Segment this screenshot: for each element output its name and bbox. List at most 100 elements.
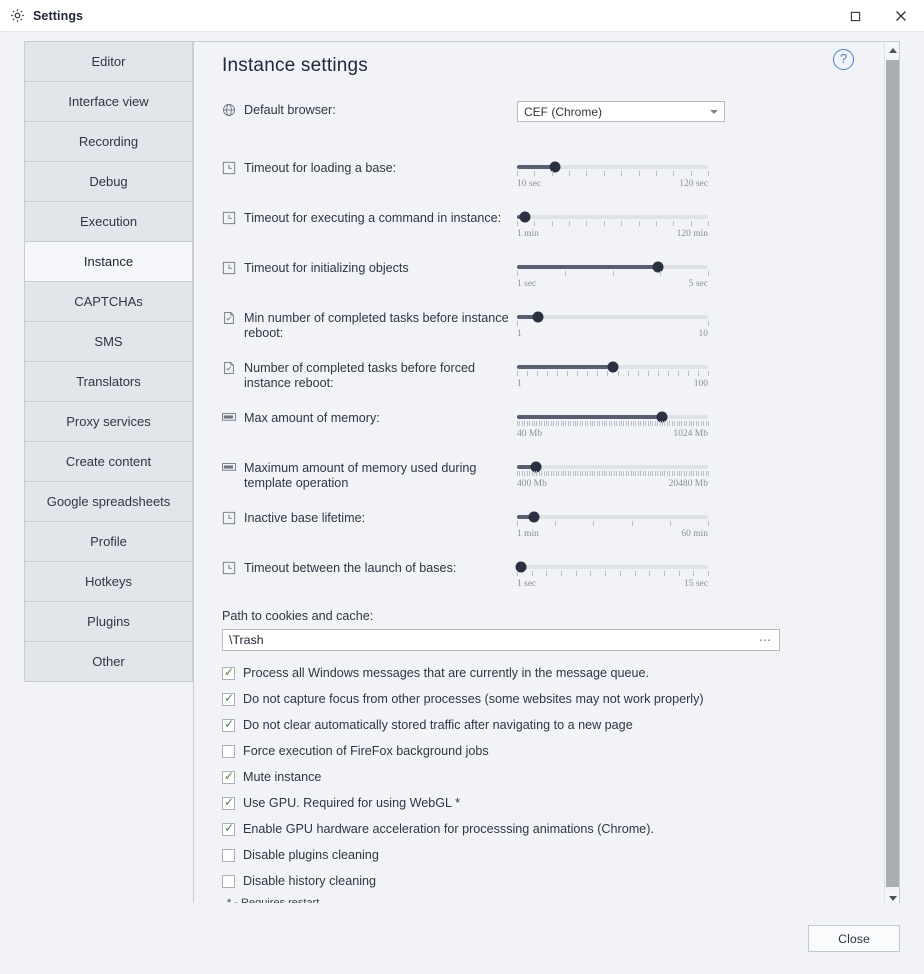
checkbox-mute-instance[interactable] [222,769,235,784]
setting-row-number-of-completed-tasks-before-forced-instan: Number of completed tasks before forced … [194,359,884,393]
slider-thumb[interactable] [652,261,664,273]
checkbox-row-disable-plugins-cleaning[interactable]: Disable plugins cleaning [222,842,884,868]
slider-thumb[interactable] [607,361,618,373]
slider-track[interactable] [517,311,708,323]
sidebar-item-interface-view[interactable]: Interface view [25,82,192,122]
checkbox-row-enable-gpu-hardware-acceleration-for-proce[interactable]: Enable GPU hardware acceleration for pro… [222,816,884,842]
checkbox-disable-plugins-cleaning[interactable] [222,848,235,862]
window-title: Settings [33,8,84,23]
max-amount-of-memory-label: Max amount of memory: [244,411,380,425]
slider-maximum-amount-of-memory-used-during-template-[interactable]: 400 Mb 20480 Mb [517,459,709,489]
sidebar-item-captchas[interactable]: CAPTCHAs [25,282,192,322]
sidebar-item-debug[interactable]: Debug [25,162,192,202]
checkbox-process-all-windows-messages-that-are-curr[interactable] [222,665,235,680]
slider-thumb[interactable] [532,311,544,323]
slider-track[interactable] [515,561,708,573]
path-input[interactable]: \Trash ⋯ [222,629,780,651]
sidebar-item-editor[interactable]: Editor [25,42,192,82]
slider-thumb[interactable] [549,161,561,173]
slider-max-amount-of-memory[interactable]: 40 Mb 1024 Mb [517,409,709,439]
slider-track[interactable] [517,411,708,423]
scroll-up-arrow-icon[interactable] [885,42,899,58]
sidebar-item-sms[interactable]: SMS [25,322,192,362]
slider-track[interactable] [517,361,708,373]
slider-fill [517,515,535,519]
browse-ellipsis-icon[interactable]: ⋯ [759,633,772,647]
memory-icon [222,411,237,426]
slider-track[interactable] [517,461,708,473]
sidebar-item-translators[interactable]: Translators [25,362,192,402]
slider-fill [517,415,663,419]
slider-inactive-base-lifetime[interactable]: 1 min 60 min [517,509,709,539]
inactive-base-lifetime-label: Inactive base lifetime: [244,511,366,525]
slider-range-labels: 400 Mb 20480 Mb [517,479,708,489]
checkbox-row-do-not-capture-focus-from-other-processes-[interactable]: Do not capture focus from other processe… [222,686,884,712]
slider-timeout-for-initializing-objects[interactable]: 1 sec 5 sec [517,259,709,289]
slider-number-of-completed-tasks-before-forced-instan[interactable]: 1 100 [517,359,709,389]
checkbox-row-force-execution-of-firefox-background-jobs[interactable]: Force execution of FireFox background jo… [222,738,884,764]
slider-ticks [517,371,709,378]
checkbox-row-do-not-clear-automatically-stored-traffic-[interactable]: Do not clear automatically stored traffi… [222,712,884,738]
slider-timeout-for-loading-a-base[interactable]: 10 sec 120 sec [517,159,709,189]
inactive-base-lifetime-label-group: Inactive base lifetime: [222,509,517,526]
slider-thumb[interactable] [656,411,668,423]
sidebar-item-google-spreadsheets[interactable]: Google spreadsheets [25,482,192,522]
sidebar-item-create-content[interactable]: Create content [25,442,192,482]
scrollbar-thumb[interactable] [886,60,899,887]
slider-timeout-for-executing-a-command-in-instance[interactable]: 1 min 120 min [517,209,709,239]
scroll-down-arrow-icon[interactable] [885,890,899,906]
checkbox-row-disable-history-cleaning[interactable]: Disable history cleaning [222,868,884,894]
close-icon[interactable] [878,0,924,32]
maximum-amount-of-memory-used-during-template--label: Maximum amount of memory used during tem… [244,461,477,490]
help-icon[interactable]: ? [833,49,854,70]
checkbox-row-process-all-windows-messages-that-are-curr[interactable]: Process all Windows messages that are cu… [222,660,884,686]
close-button[interactable]: Close [808,925,900,952]
dialog-area: Editor Interface view Recording Debug Execut… [0,32,924,935]
checkbox-disable-history-cleaning[interactable] [222,874,235,888]
slider-track[interactable] [517,511,708,523]
maximize-icon[interactable] [832,0,878,32]
dialog-footer: Close [0,903,924,974]
checkbox-use-gpu-required-for-using-webgl[interactable] [222,795,235,810]
slider-track[interactable] [517,211,708,223]
sidebar-item-execution[interactable]: Execution [25,202,192,242]
slider-track[interactable] [517,261,708,273]
max-amount-of-memory-control: 40 Mb 1024 Mb [517,409,884,439]
slider-track[interactable] [517,161,708,173]
clock-icon [222,511,237,526]
slider-thumb[interactable] [528,511,540,523]
checkbox-enable-gpu-hardware-acceleration-for-proce[interactable] [222,821,235,836]
slider-timeout-between-the-launch-of-bases[interactable]: 1 sec 15 sec [515,559,709,589]
slider-ticks [517,321,709,328]
checkbox-force-execution-of-firefox-background-jobs[interactable] [222,744,235,758]
timeout-for-loading-a-base-control: 10 sec 120 sec [517,159,884,189]
checkbox-do-not-capture-focus-from-other-processes-[interactable] [222,691,235,706]
task-check-icon [222,361,237,376]
sidebar-item-hotkeys[interactable]: Hotkeys [25,562,192,602]
sidebar-item-recording[interactable]: Recording [25,122,192,162]
default-browser-select[interactable]: CEF (Chrome) [517,101,725,122]
checkbox-do-not-clear-automatically-stored-traffic-[interactable] [222,717,235,732]
sidebar-item-proxy-services[interactable]: Proxy services [25,402,192,442]
slider-thumb[interactable] [515,561,527,573]
maximum-amount-of-memory-used-during-template--label-group: Maximum amount of memory used during tem… [222,459,517,491]
checkbox-row-use-gpu-required-for-using-webgl[interactable]: Use GPU. Required for using WebGL * [222,790,884,816]
sidebar-item-profile[interactable]: Profile [25,522,192,562]
sidebar-item-instance[interactable]: Instance [25,242,192,282]
slider-thumb[interactable] [519,211,531,223]
vertical-scrollbar[interactable] [884,42,899,906]
slider-fill [517,315,538,319]
slider-thumb[interactable] [530,461,542,473]
slider-fill [517,265,659,269]
checkbox-row-mute-instance[interactable]: Mute instance [222,764,884,790]
min-number-of-completed-tasks-before-instance--control: 1 10 [517,309,884,339]
timeout-for-loading-a-base-label-group: Timeout for loading a base: [222,159,517,176]
settings-sidebar[interactable]: Editor Interface view Recording Debug Execut… [24,41,193,682]
slider-min-number-of-completed-tasks-before-instance-[interactable]: 1 10 [517,309,709,339]
timeout-for-initializing-objects-label-group: Timeout for initializing objects [222,259,517,276]
sidebar-item-other[interactable]: Other [25,642,192,682]
sidebar-item-plugins[interactable]: Plugins [25,602,192,642]
slider-min-label: 1 sec [517,579,537,589]
clock-icon [222,161,237,176]
timeout-between-the-launch-of-bases-control: 1 sec 15 sec [515,559,884,589]
